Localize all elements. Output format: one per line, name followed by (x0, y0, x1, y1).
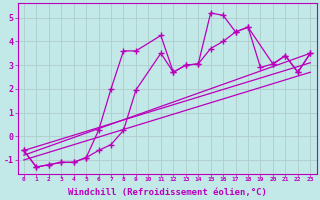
X-axis label: Windchill (Refroidissement éolien,°C): Windchill (Refroidissement éolien,°C) (68, 188, 267, 197)
